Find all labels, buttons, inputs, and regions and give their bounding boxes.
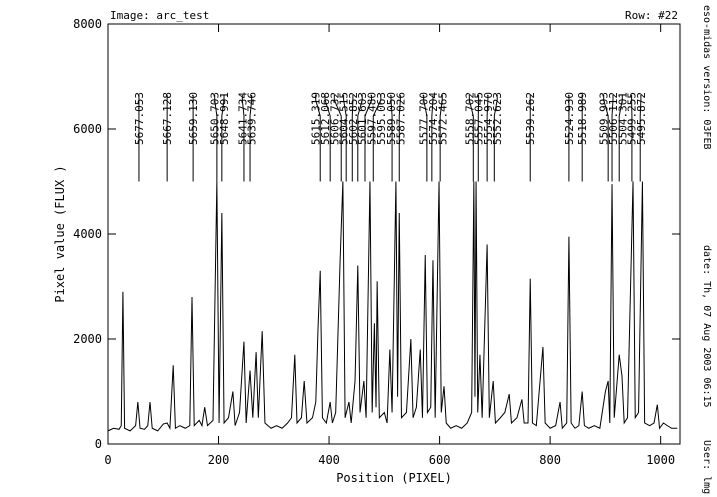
line-id-marker (493, 95, 498, 182)
line-id-label: 5554.970 (482, 92, 495, 145)
line-id-marker (333, 95, 342, 182)
line-id-label: 5601.603 (356, 92, 369, 145)
y-tick-label: 4000 (73, 227, 102, 241)
x-axis-label: Position (PIXEL) (336, 471, 452, 485)
line-id-marker (603, 95, 609, 182)
y-axis-label: Pixel value (FLUX ) (53, 165, 67, 302)
line-id-marker (398, 95, 401, 182)
line-id-marker (221, 95, 225, 182)
line-id-marker (343, 95, 347, 182)
side-text: User: lmg (701, 440, 712, 494)
line-id-marker (324, 95, 331, 182)
line-id-label: 5604.515 (338, 92, 351, 145)
x-tick-label: 0 (104, 453, 111, 467)
row-label: Row: #22 (625, 9, 678, 22)
line-id-marker (351, 95, 354, 182)
line-id-label: 5574.204 (427, 92, 440, 145)
spectrum-line (107, 181, 678, 432)
y-tick-label: 2000 (73, 332, 102, 346)
line-id-marker (486, 95, 489, 182)
line-id-marker (639, 95, 642, 182)
line-id-label: 5597.480 (366, 92, 379, 145)
line-id-label: 5650.703 (209, 92, 222, 145)
line-id-label: 5641.734 (236, 92, 249, 145)
line-id-marker (468, 95, 474, 182)
line-id-label: 5589.050 (385, 92, 398, 145)
line-id-label: 5612.068 (319, 92, 332, 145)
x-tick-label: 1000 (646, 453, 675, 467)
line-id-label: 5495.872 (635, 92, 648, 145)
line-id-label: 5615.319 (310, 92, 323, 145)
line-id-label: 5606.732 (328, 92, 341, 145)
line-id-marker (357, 95, 363, 182)
y-tick-label: 6000 (73, 122, 102, 136)
line-id-marker (364, 95, 373, 182)
y-tick-label: 8000 (73, 17, 102, 31)
line-id-label: 5602.852 (347, 92, 360, 145)
line-id-label: 5639.746 (246, 92, 259, 145)
line-id-marker (249, 95, 253, 182)
line-id-marker (372, 95, 382, 182)
line-id-marker (439, 95, 443, 182)
line-id-label: 5648.991 (218, 92, 231, 145)
side-text: date: Th, 07 Aug 2003 06:15 (701, 245, 712, 408)
y-tick-label: 0 (95, 437, 102, 451)
line-id-marker (618, 95, 623, 182)
line-id-marker (431, 95, 434, 182)
side-text: eso-midas version: 03FEB (701, 5, 712, 150)
line-id-label: 5587.026 (394, 92, 407, 145)
x-tick-label: 200 (208, 453, 230, 467)
line-id-marker (423, 95, 428, 182)
x-tick-label: 800 (539, 453, 561, 467)
line-id-label: 5509.993 (598, 92, 611, 145)
line-id-marker (214, 95, 218, 182)
image-label: Image: arc_test (110, 9, 209, 22)
line-id-label: 5506.112 (607, 92, 620, 145)
line-id-marker (390, 95, 393, 182)
x-tick-label: 400 (318, 453, 340, 467)
line-id-marker (315, 95, 321, 182)
line-id-marker (611, 95, 614, 182)
line-id-label: 5557.045 (473, 92, 486, 145)
x-tick-label: 600 (429, 453, 451, 467)
line-id-label: 5577.700 (418, 92, 431, 145)
line-id-label: 5572.465 (436, 92, 449, 145)
line-id-marker (241, 95, 245, 182)
